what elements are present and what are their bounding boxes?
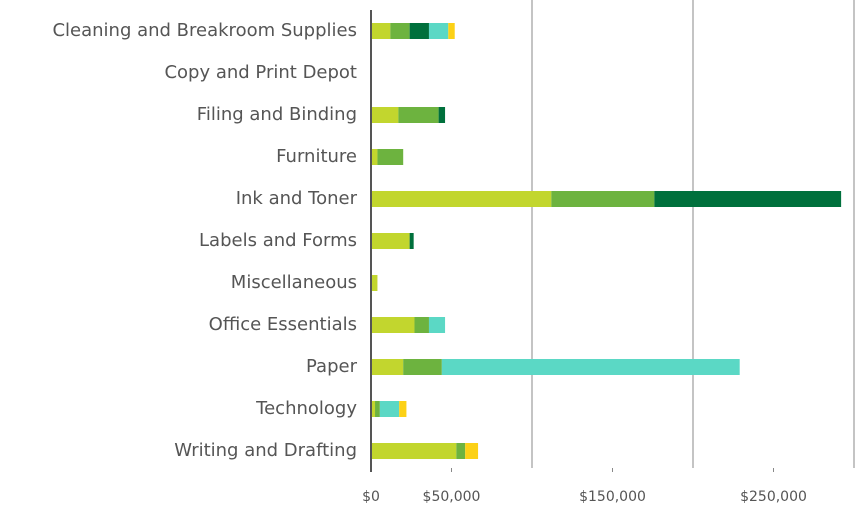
bar-segment: [456, 443, 466, 459]
bar-segment: [377, 149, 404, 165]
bar-segment: [371, 107, 399, 123]
bar-segment: [371, 23, 391, 39]
bar-segment: [371, 191, 552, 207]
bar-segment: [371, 233, 410, 249]
bar-segment: [371, 275, 378, 291]
x-tick-label: $0: [362, 489, 380, 505]
bar-segment: [409, 233, 414, 249]
category-label: Cleaning and Breakroom Supplies: [52, 20, 357, 41]
bar-segment: [379, 401, 400, 417]
bar-segment: [428, 317, 446, 333]
bar-segment: [441, 359, 740, 375]
category-label: Office Essentials: [209, 314, 357, 335]
bar-segment: [414, 317, 429, 333]
bar-segment: [465, 443, 479, 459]
bar-segment: [551, 191, 655, 207]
category-label: Ink and Toner: [236, 188, 358, 209]
bar-segment: [371, 359, 404, 375]
x-tick-label: $50,000: [423, 489, 481, 505]
category-label: Technology: [255, 398, 357, 419]
category-label: Paper: [306, 356, 358, 377]
category-label: Writing and Drafting: [174, 440, 357, 461]
bar-segment: [371, 443, 457, 459]
bar-segment: [375, 401, 380, 417]
bar-segment: [390, 23, 410, 39]
category-label: Miscellaneous: [231, 272, 357, 293]
category-label: Copy and Print Depot: [164, 62, 357, 83]
bar-segment: [371, 401, 376, 417]
bar-segment: [398, 107, 439, 123]
bar-segment: [371, 317, 415, 333]
bar-segment: [399, 401, 407, 417]
bar-segment: [428, 23, 449, 39]
x-tick-label: $250,000: [740, 489, 807, 505]
category-label: Furniture: [276, 146, 357, 167]
bar-segment: [409, 23, 429, 39]
category-label: Filing and Binding: [197, 104, 357, 125]
bar-segment: [403, 359, 442, 375]
bar-segment: [448, 23, 455, 39]
bar-segment: [438, 107, 446, 123]
x-tick-label: $150,000: [579, 489, 646, 505]
bar-segment: [654, 191, 842, 207]
category-label: Labels and Forms: [199, 230, 357, 251]
bar-segment: [371, 149, 378, 165]
